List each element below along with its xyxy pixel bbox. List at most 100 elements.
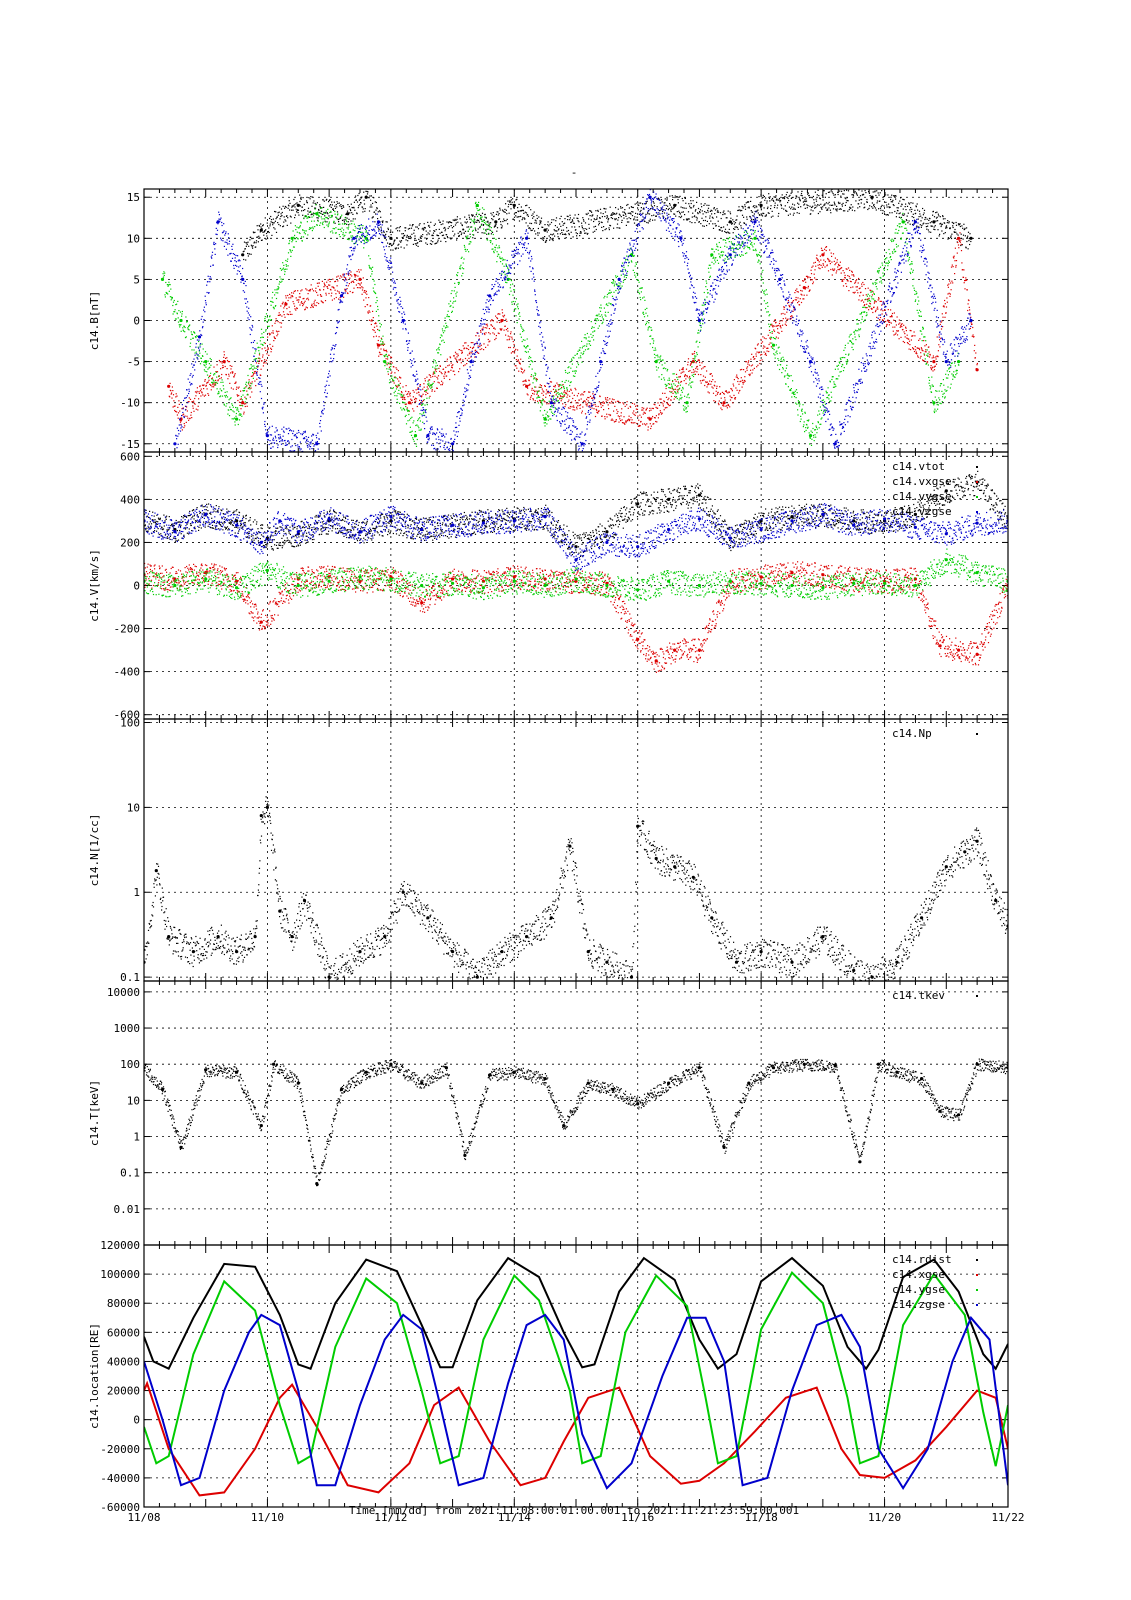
data-point	[464, 342, 466, 344]
data-point	[680, 381, 682, 383]
data-point	[471, 347, 474, 350]
data-point	[839, 264, 841, 267]
data-point	[835, 262, 837, 264]
data-point	[309, 289, 311, 291]
data-point	[228, 415, 231, 417]
data-point	[596, 217, 598, 219]
data-point	[719, 386, 721, 388]
data-point	[302, 229, 304, 232]
data-point	[415, 400, 417, 402]
data-point	[923, 209, 926, 211]
data-point	[840, 267, 842, 269]
data-point	[206, 382, 208, 384]
data-point	[365, 292, 367, 294]
data-point	[956, 233, 958, 235]
data-point	[417, 388, 419, 390]
data-point	[526, 393, 528, 395]
data-point	[247, 255, 249, 257]
data-point	[179, 311, 182, 313]
data-point	[909, 329, 911, 332]
data-point	[609, 225, 612, 227]
data-point	[523, 212, 525, 214]
data-point	[265, 232, 268, 235]
data-point	[513, 207, 515, 209]
data-point	[795, 296, 797, 299]
data-point	[501, 209, 504, 211]
data-point	[612, 212, 614, 214]
data-point	[400, 396, 402, 398]
data-point	[760, 342, 762, 344]
data-point	[467, 238, 469, 240]
data-point	[691, 222, 693, 224]
data-point	[948, 222, 950, 224]
data-point	[419, 223, 421, 225]
data-point	[320, 300, 322, 302]
data-point	[436, 387, 438, 389]
data-point	[640, 420, 642, 423]
data-point	[630, 406, 632, 408]
data-point	[876, 202, 878, 204]
data-point	[613, 399, 615, 401]
data-point	[867, 287, 869, 289]
data-point	[771, 199, 773, 201]
data-point	[677, 381, 679, 383]
data-point	[920, 220, 922, 222]
data-point	[200, 395, 202, 397]
data-point	[518, 210, 520, 213]
data-point	[661, 402, 663, 404]
data-point	[910, 207, 912, 209]
data-point	[210, 389, 212, 391]
data-point	[525, 380, 527, 382]
data-point	[601, 221, 603, 224]
data-point	[724, 213, 726, 215]
data-point	[171, 386, 173, 388]
data-point	[549, 381, 551, 383]
data-point	[545, 393, 547, 395]
data-point	[439, 344, 441, 346]
data-point	[458, 359, 460, 361]
data-point	[448, 364, 450, 366]
data-point	[595, 408, 597, 410]
data-point	[891, 194, 893, 196]
data-point	[271, 301, 273, 303]
data-point	[763, 207, 765, 209]
data-point	[731, 397, 733, 399]
data-point	[735, 219, 737, 221]
data-point	[593, 396, 595, 398]
data-point	[887, 319, 889, 321]
data-point	[280, 208, 283, 210]
data-point	[309, 228, 312, 230]
data-point	[407, 228, 409, 230]
data-point	[541, 388, 543, 390]
data-point	[647, 426, 649, 428]
data-point	[360, 269, 362, 271]
data-point	[517, 207, 519, 209]
data-point	[756, 217, 759, 219]
data-point	[555, 230, 557, 232]
data-point	[324, 221, 327, 223]
data-point	[621, 207, 624, 209]
data-point	[328, 284, 330, 286]
data-point	[796, 212, 798, 214]
data-point	[959, 223, 961, 225]
data-point	[381, 343, 383, 345]
data-point	[949, 227, 951, 229]
data-point	[733, 223, 735, 225]
data-point	[311, 230, 313, 232]
data-point	[821, 266, 823, 268]
data-point	[241, 399, 243, 401]
data-point	[841, 203, 843, 206]
data-point	[663, 202, 665, 204]
data-point	[418, 429, 420, 431]
data-point	[294, 290, 296, 292]
data-point	[418, 394, 420, 396]
data-point	[834, 204, 836, 206]
data-point	[537, 400, 539, 402]
data-point	[415, 443, 417, 445]
data-point	[523, 380, 525, 382]
data-point	[635, 412, 637, 414]
data-point	[969, 233, 971, 235]
data-point	[618, 416, 620, 418]
data-point	[204, 351, 207, 353]
data-point	[326, 224, 328, 226]
